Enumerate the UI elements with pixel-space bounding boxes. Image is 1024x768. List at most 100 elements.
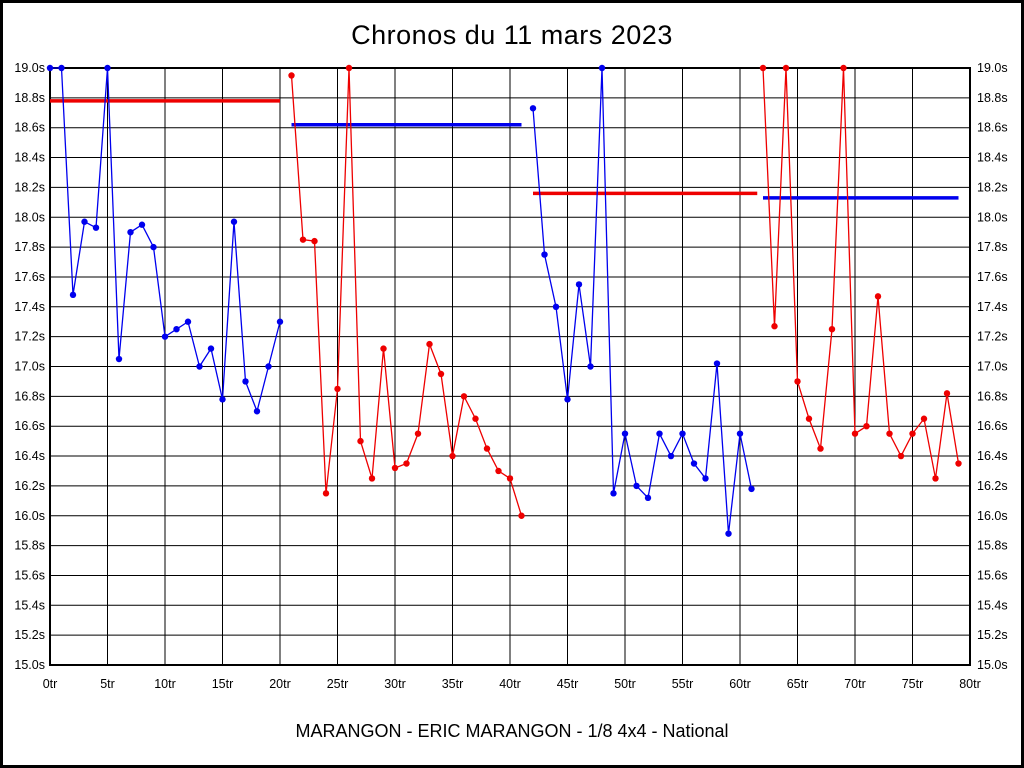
x-tick-label: 50tr <box>614 677 636 691</box>
y-tick-label-right: 16.0s <box>977 509 1008 523</box>
series-run-4 <box>759 64 962 482</box>
series-run-3 <box>529 64 755 537</box>
y-tick-label-left: 15.8s <box>14 539 45 553</box>
x-tick-label: 75tr <box>902 677 924 691</box>
grid <box>49 67 971 666</box>
y-tick-label-left: 15.2s <box>14 628 45 642</box>
data-point <box>265 363 272 370</box>
y-tick-label-left: 16.8s <box>14 389 45 403</box>
y-tick-label-left: 18.4s <box>14 151 45 165</box>
data-point <box>380 345 387 352</box>
y-tick-label-left: 17.0s <box>14 360 45 374</box>
data-point <box>161 333 169 340</box>
data-point <box>656 430 663 437</box>
data-point <box>575 281 583 288</box>
y-tick-label-left: 16.4s <box>14 449 45 463</box>
data-point <box>322 490 330 497</box>
data-point <box>58 64 65 72</box>
data-point <box>46 64 54 72</box>
data-point <box>184 318 192 325</box>
data-point <box>621 430 629 437</box>
data-point <box>782 64 790 72</box>
y-tick-label-right: 18.8s <box>977 91 1008 105</box>
y-tick-label-right: 18.0s <box>977 210 1008 224</box>
x-tick-label: 60tr <box>729 677 751 691</box>
y-tick-label-right: 16.2s <box>977 479 1008 493</box>
data-point <box>104 64 111 72</box>
x-tick-label: 80tr <box>959 677 981 691</box>
data-point <box>920 415 928 422</box>
data-point <box>610 490 617 497</box>
data-point <box>81 218 88 225</box>
series-run-2 <box>288 64 525 519</box>
data-point <box>506 475 514 482</box>
data-point <box>955 460 962 467</box>
y-tick-label-left: 16.2s <box>14 479 45 493</box>
data-point <box>794 378 801 385</box>
y-tick-label-right: 15.6s <box>977 568 1008 582</box>
y-tick-label-right: 17.0s <box>977 360 1008 374</box>
data-point <box>345 64 353 72</box>
y-tick-label-left: 15.6s <box>14 568 45 582</box>
x-tick-label: 25tr <box>327 677 349 691</box>
series-run-1 <box>46 64 284 415</box>
x-tick-label: 65tr <box>787 677 809 691</box>
data-point <box>805 415 813 422</box>
data-point <box>518 512 525 519</box>
data-point <box>713 360 721 367</box>
data-point <box>840 64 847 72</box>
data-point <box>437 370 445 378</box>
data-point <box>219 396 226 403</box>
driver-caption: MARANGON - ERIC MARANGON - 1/8 4x4 - Nat… <box>295 721 729 741</box>
data-point <box>564 396 571 403</box>
x-tick-label: 45tr <box>557 677 579 691</box>
y-tick-label-right: 17.2s <box>977 330 1008 344</box>
data-point <box>196 363 203 370</box>
data-point <box>679 430 686 437</box>
y-tick-label-left: 17.4s <box>14 300 45 314</box>
data-point <box>92 224 100 231</box>
data-point <box>357 437 364 445</box>
data-point <box>817 445 824 452</box>
data-point <box>127 228 134 236</box>
y-tick-label-left: 17.6s <box>14 270 45 284</box>
y-tick-label-right: 18.2s <box>977 180 1008 194</box>
data-point <box>633 482 640 490</box>
data-point <box>644 494 652 502</box>
data-point <box>299 236 307 243</box>
data-point <box>552 303 560 310</box>
data-point <box>138 221 146 228</box>
x-tick-label: 0tr <box>43 677 58 691</box>
y-tick-label-right: 17.6s <box>977 270 1008 284</box>
data-point <box>863 423 870 430</box>
x-tick-label: 55tr <box>672 677 694 691</box>
data-point <box>667 452 675 460</box>
y-tick-label-right: 17.8s <box>977 240 1008 254</box>
data-point <box>414 430 422 437</box>
data-point <box>230 218 238 225</box>
y-tick-label-left: 18.8s <box>14 91 45 105</box>
data-point <box>334 385 341 393</box>
y-tick-label-left: 17.2s <box>14 330 45 344</box>
data-point <box>529 105 537 112</box>
data-point <box>690 460 698 467</box>
x-tick-label: 35tr <box>442 677 464 691</box>
data-point <box>69 291 77 299</box>
data-point <box>587 363 594 370</box>
y-tick-label-right: 15.4s <box>977 598 1008 612</box>
x-tick-label: 20tr <box>269 677 291 691</box>
plot-border <box>49 67 971 666</box>
y-tick-label-left: 16.0s <box>14 509 45 523</box>
data-point <box>748 485 755 493</box>
data-point <box>851 430 859 437</box>
data-point <box>897 452 905 460</box>
y-tick-label-left: 16.6s <box>14 419 45 433</box>
y-tick-label-left: 18.0s <box>14 210 45 224</box>
data-point <box>403 460 410 467</box>
y-tick-label-right: 18.4s <box>977 151 1008 165</box>
data-point <box>932 475 939 482</box>
y-tick-label-right: 19.0s <box>977 61 1008 75</box>
data-point <box>483 445 491 452</box>
y-tick-label-right: 16.8s <box>977 389 1008 403</box>
x-tick-label: 70tr <box>844 677 866 691</box>
